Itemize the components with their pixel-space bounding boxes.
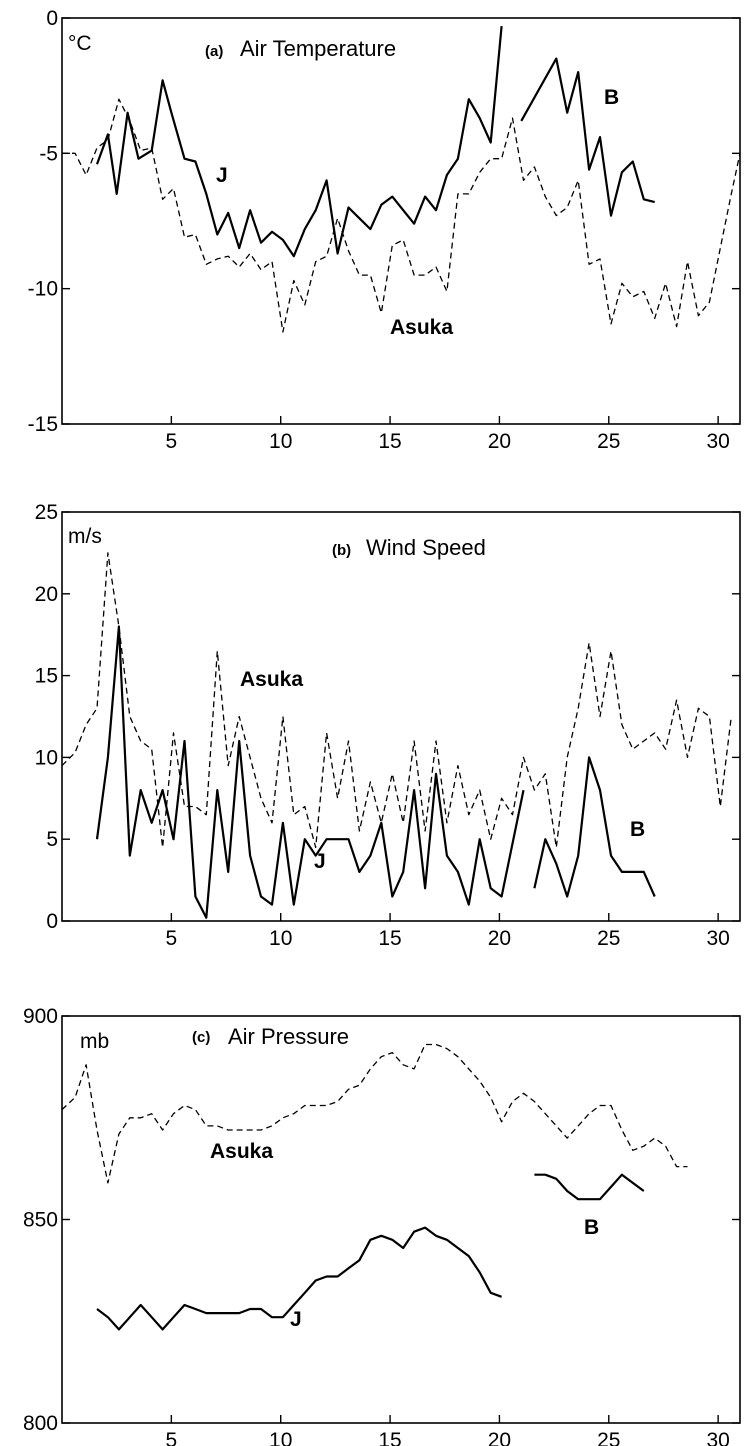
y-tick-label: 5 xyxy=(46,828,58,851)
panel-tag: (b) xyxy=(332,542,351,559)
x-tick-label: 5 xyxy=(166,430,178,453)
series-lines xyxy=(61,552,732,919)
series-line-b xyxy=(534,1173,645,1201)
x-tick-label: 30 xyxy=(706,927,729,950)
series-line-asuka xyxy=(61,1043,688,1184)
series-lines xyxy=(62,25,741,333)
unit-label: m/s xyxy=(68,525,102,548)
x-tick-label: 15 xyxy=(378,927,401,950)
series-label-b: B xyxy=(604,86,619,109)
y-tick-label: 25 xyxy=(35,501,58,524)
series-line-j xyxy=(520,57,655,217)
series-label-b: B xyxy=(630,818,645,841)
plot-frame xyxy=(61,17,741,425)
y-tick-label: -10 xyxy=(28,278,58,301)
y-tick-label: -5 xyxy=(39,142,58,165)
x-tick-label: 15 xyxy=(378,1429,401,1446)
x-tick-label: 25 xyxy=(597,1429,620,1446)
y-tick-label: 20 xyxy=(35,583,58,606)
x-tick-label: 30 xyxy=(706,1429,729,1446)
series-line-j xyxy=(96,1226,502,1331)
series-label-asuka: Asuka xyxy=(240,668,303,691)
panel-tag: (c) xyxy=(192,1029,210,1046)
y-tick-label: 850 xyxy=(23,1209,58,1232)
y-tick-label: 0 xyxy=(46,7,58,30)
x-tick-label: 25 xyxy=(597,430,620,453)
series-lines xyxy=(61,1043,688,1331)
x-tick-label: 5 xyxy=(166,1429,178,1446)
series-line-j xyxy=(533,756,656,898)
y-tick-label: 10 xyxy=(35,746,58,769)
axis-ticks: 5 10 15 20 25 30 900 850 800 xyxy=(23,1005,740,1446)
x-tick-label: 20 xyxy=(488,1429,511,1446)
x-tick-label: 20 xyxy=(488,430,511,453)
panel-title: Air Pressure xyxy=(228,1024,349,1049)
series-label-j: J xyxy=(290,1308,302,1331)
x-tick-label: 15 xyxy=(378,430,401,453)
series-line-j xyxy=(95,25,503,258)
x-tick-label: 10 xyxy=(269,430,292,453)
unit-label: °C xyxy=(68,32,92,55)
plot-frame xyxy=(61,511,741,922)
y-tick-label: 900 xyxy=(23,1005,58,1028)
unit-label: mb xyxy=(80,1030,109,1053)
x-tick-label: 5 xyxy=(166,927,178,950)
panel-air-temperature: 5 10 15 20 25 30 0 -5 -10 -15 °C (a) Air Temperat… xyxy=(28,7,741,453)
x-tick-label: 25 xyxy=(597,927,620,950)
panel-title: Wind Speed xyxy=(366,535,486,560)
series-line-asuka xyxy=(62,98,741,333)
y-tick-label: 800 xyxy=(23,1412,58,1435)
axis-ticks: 5 10 15 20 25 30 25 20 15 10 5 0 xyxy=(35,501,740,950)
plot-frame xyxy=(61,1015,741,1424)
panel-wind-speed: 5 10 15 20 25 30 25 20 15 10 5 0 m/s (b) Wind Speed… xyxy=(35,501,741,950)
axis-ticks: 5 10 15 20 25 30 0 -5 -10 -15 xyxy=(28,7,740,453)
series-label-asuka: Asuka xyxy=(390,316,453,339)
panel-air-pressure: 5 10 15 20 25 30 900 850 800 mb (c) Air Pressure… xyxy=(23,1005,741,1446)
series-label-b: B xyxy=(584,1216,599,1239)
series-line-j xyxy=(95,625,525,919)
series-label-j: J xyxy=(216,164,228,187)
series-label-asuka: Asuka xyxy=(210,1140,273,1163)
series-line-asuka xyxy=(61,552,732,849)
x-tick-label: 20 xyxy=(488,927,511,950)
x-tick-label: 10 xyxy=(269,927,292,950)
series-label-j: J xyxy=(314,850,326,873)
x-tick-label: 30 xyxy=(706,430,729,453)
y-tick-label: 15 xyxy=(35,665,58,688)
y-tick-label: 0 xyxy=(46,910,58,933)
y-tick-label: -15 xyxy=(28,413,58,436)
panel-title: Air Temperature xyxy=(240,36,396,61)
panel-tag: (a) xyxy=(205,43,223,60)
x-tick-label: 10 xyxy=(269,1429,292,1446)
